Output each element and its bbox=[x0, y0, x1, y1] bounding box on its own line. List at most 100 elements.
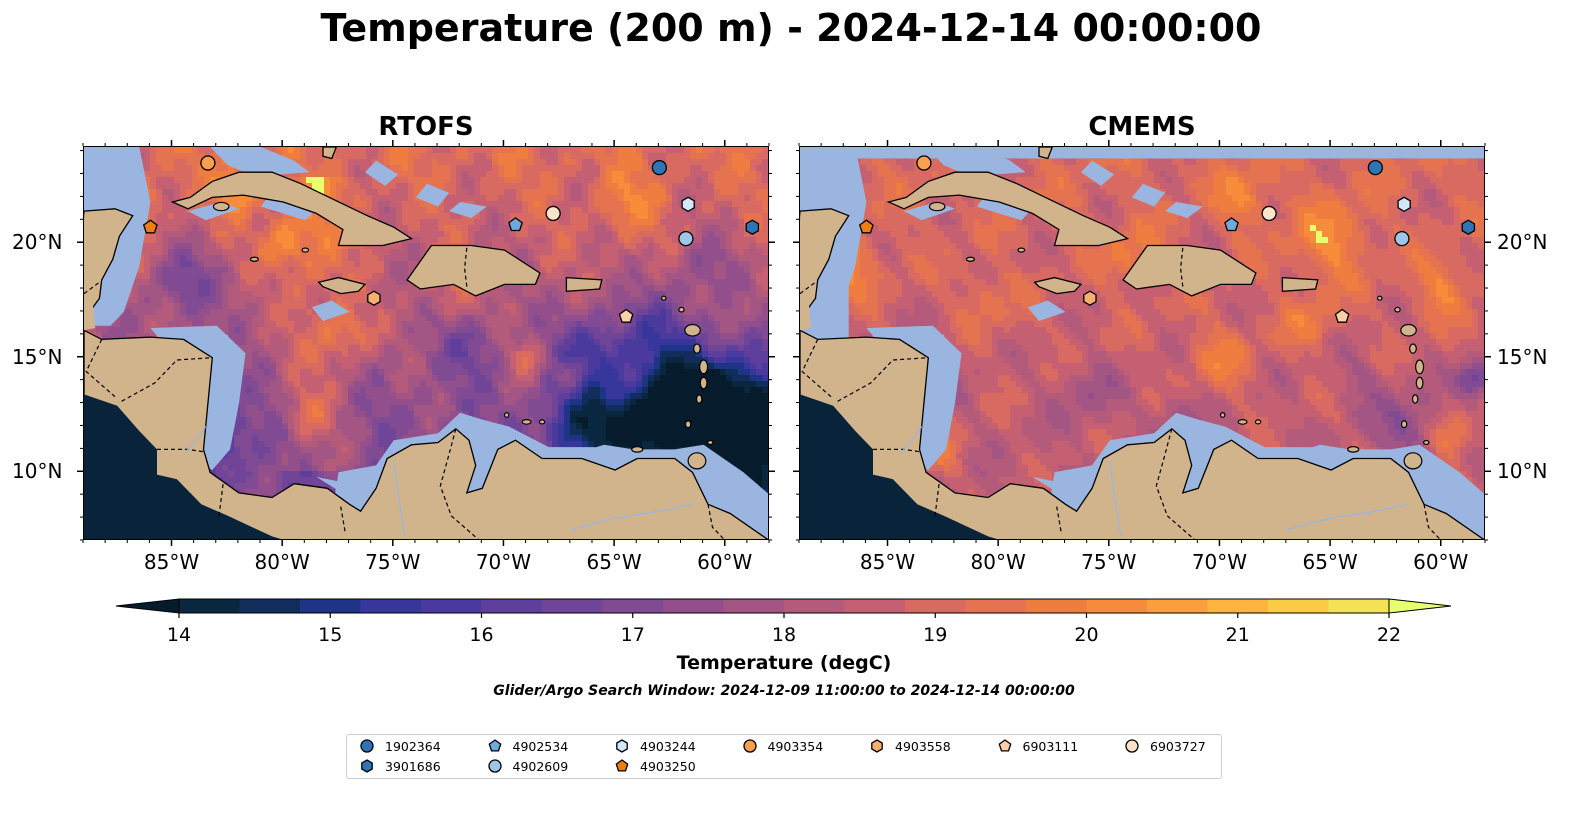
colorbar-tick-label: 22 bbox=[1376, 624, 1402, 646]
legend-label: 4902609 bbox=[512, 758, 569, 774]
colorbar-bin bbox=[844, 599, 906, 613]
legend-item-4903244: 4903244 bbox=[614, 738, 696, 754]
legend-item-4903354: 4903354 bbox=[742, 738, 824, 754]
colorbar-tick-label: 18 bbox=[771, 624, 797, 646]
colorbar-bin bbox=[179, 599, 240, 613]
lon-tick-label: 80°W bbox=[970, 550, 1026, 574]
colorbar bbox=[116, 598, 1452, 618]
lon-tick-label: 65°W bbox=[586, 550, 642, 574]
colorbar-bin bbox=[602, 599, 664, 613]
lon-tick-label: 70°W bbox=[1191, 550, 1248, 574]
float-marker-4902534 bbox=[1224, 217, 1239, 232]
lon-tick-label: 75°W bbox=[1081, 550, 1137, 574]
float-marker-4903558 bbox=[1083, 290, 1097, 306]
legend-item-4902534: 4902534 bbox=[487, 738, 569, 754]
legend-label: 4902534 bbox=[512, 738, 569, 754]
colorbar-tick-label: 15 bbox=[318, 624, 343, 646]
colorbar-bin bbox=[965, 599, 1027, 613]
float-marker-1902364 bbox=[651, 159, 668, 176]
map-panel-cmems bbox=[799, 146, 1485, 540]
float-marker-6903727 bbox=[545, 205, 561, 222]
legend-label: 3901686 bbox=[385, 758, 441, 774]
pentagon-marker-icon bbox=[615, 759, 629, 772]
colorbar-label: Temperature (degC) bbox=[676, 652, 892, 674]
legend-item-4903250: 4903250 bbox=[614, 758, 696, 774]
lon-tick-label: 60°W bbox=[697, 550, 753, 574]
legend-label: 6903727 bbox=[1150, 738, 1206, 754]
lat-tick-label: 20°N bbox=[1497, 230, 1548, 255]
lat-tick-label: 20°N bbox=[12, 230, 63, 255]
float-legend: 1902364 3901686 4902534 4902609 4903244 49032… bbox=[346, 734, 1222, 779]
lon-tick-label: 85°W bbox=[859, 550, 916, 574]
lat-tick-label: 15°N bbox=[12, 344, 63, 369]
legend-label: 4903558 bbox=[895, 738, 951, 754]
colorbar-bin bbox=[481, 599, 543, 613]
float-marker-4902609 bbox=[1394, 230, 1410, 247]
colorbar-bin bbox=[421, 599, 482, 613]
panel-title-rtofs: RTOFS bbox=[378, 112, 474, 142]
colorbar-bin bbox=[542, 599, 603, 613]
lon-tick-label: 65°W bbox=[1302, 550, 1358, 574]
panel-title-cmems: CMEMS bbox=[1088, 112, 1196, 142]
lon-tick-label: 85°W bbox=[143, 550, 200, 574]
colorbar-bin bbox=[1086, 599, 1148, 613]
colorbar-tick-label: 21 bbox=[1225, 624, 1250, 646]
circle-marker-icon bbox=[742, 739, 757, 753]
hexagon-marker-icon bbox=[871, 739, 883, 753]
colorbar-tick-label: 17 bbox=[620, 624, 645, 646]
colorbar-bin bbox=[663, 599, 724, 613]
colorbar-bin bbox=[905, 599, 966, 613]
colorbar-bin bbox=[1147, 599, 1208, 613]
float-marker-4903244 bbox=[1397, 196, 1411, 213]
search-window-text: Glider/Argo Search Window: 2024-12-09 11… bbox=[493, 683, 1075, 699]
legend-item-1902364: 1902364 bbox=[359, 738, 441, 754]
float-marker-6903727 bbox=[1261, 205, 1277, 222]
float-marker-6903111 bbox=[618, 308, 634, 323]
legend-item-6903727: 6903727 bbox=[1124, 738, 1206, 754]
colorbar-tick-label: 19 bbox=[923, 624, 948, 646]
colorbar-tick-label: 16 bbox=[469, 624, 494, 646]
legend-label: 4903354 bbox=[767, 738, 824, 754]
circle-marker-icon bbox=[360, 739, 374, 753]
map-panel-rtofs bbox=[83, 146, 769, 540]
float-marker-4903354 bbox=[200, 155, 216, 171]
colorbar-bin bbox=[1328, 599, 1390, 613]
legend-item-4902609: 4902609 bbox=[487, 758, 569, 774]
cmems-temperature-field bbox=[800, 147, 1484, 539]
colorbar-bin bbox=[784, 599, 845, 613]
float-marker-4903244 bbox=[681, 196, 695, 213]
float-marker-4902534 bbox=[508, 217, 523, 232]
legend-item-6903111: 6903111 bbox=[997, 738, 1079, 754]
lat-tick-label: 10°N bbox=[12, 459, 63, 484]
float-marker-6903111 bbox=[1334, 308, 1350, 323]
legend-label: 1902364 bbox=[385, 738, 441, 754]
colorbar-bin bbox=[360, 599, 422, 613]
pentagon-marker-icon bbox=[488, 739, 501, 752]
colorbar-tick-label: 14 bbox=[166, 624, 192, 646]
colorbar-bin bbox=[239, 599, 301, 613]
colorbar-bin bbox=[300, 599, 361, 613]
colorbar-bin bbox=[723, 599, 785, 613]
float-marker-3901686 bbox=[1461, 219, 1476, 235]
float-marker-4902609 bbox=[678, 230, 694, 247]
hexagon-marker-icon bbox=[361, 759, 373, 773]
colorbar-bin bbox=[1026, 599, 1087, 613]
lat-tick-label: 10°N bbox=[1497, 459, 1548, 484]
legend-label: 6903111 bbox=[1022, 738, 1079, 754]
legend-item-4903558: 4903558 bbox=[869, 738, 951, 754]
colorbar-bin bbox=[1268, 599, 1329, 613]
float-marker-1902364 bbox=[1367, 159, 1384, 176]
lat-tick-label: 15°N bbox=[1497, 344, 1548, 369]
float-marker-4903250 bbox=[858, 219, 874, 234]
lon-tick-label: 75°W bbox=[365, 550, 421, 574]
float-marker-4903250 bbox=[142, 219, 158, 234]
pentagon-marker-icon bbox=[998, 739, 1011, 752]
legend-item-3901686: 3901686 bbox=[359, 758, 441, 774]
colorbar-tick-label: 20 bbox=[1074, 624, 1099, 646]
rtofs-temperature-field bbox=[84, 147, 768, 539]
lon-tick-label: 70°W bbox=[475, 550, 532, 574]
figure-title: Temperature (200 m) - 2024-12-14 00:00:0… bbox=[320, 6, 1262, 50]
circle-marker-icon bbox=[487, 759, 502, 773]
colorbar-bin bbox=[1207, 599, 1269, 613]
hexagon-marker-icon bbox=[616, 739, 628, 753]
